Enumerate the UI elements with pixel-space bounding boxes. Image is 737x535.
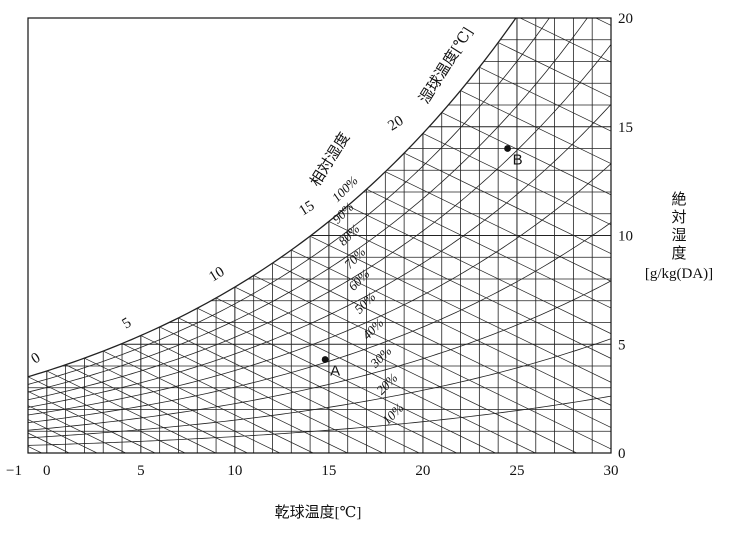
wet-bulb-line [630,0,737,453]
wet-bulb-line [159,326,420,453]
x-tick-label: −1 [6,463,22,479]
x-tick-label: 30 [604,463,619,479]
wet-bulb-line [595,18,611,26]
y-axis-label: 絶 対 湿 度 [g/kg(DA)] [645,191,713,282]
wet-bulb-line [611,0,737,453]
wet-bulb-line [328,221,611,359]
wet-bulb-line [573,0,737,453]
wet-bulb-label: 0 [28,350,43,368]
y-axis-label-line-2: 対 [671,209,686,226]
wet-bulb-line [347,205,611,335]
wet-bulb-line [686,0,737,453]
y-axis-label-line-4: 度 [671,245,686,262]
rh-curve [28,18,550,385]
wet-bulb-line [253,275,611,450]
wet-bulb-line [592,0,737,453]
wet-bulb-line [0,405,15,453]
wet-bulb-line [140,335,383,453]
y-tick-label: 20 [618,11,633,27]
y-axis-label-line-1: 絶 [671,191,686,208]
x-axis-label: 乾球温度[℃] [275,504,362,521]
rh-curve [28,18,517,378]
y-tick-label: 0 [618,446,626,462]
wet-bulb-line [215,297,536,453]
wet-bulb-line [28,432,70,453]
rh-curve [28,163,611,416]
wet-bulb-label: 20 [385,113,406,135]
rh-curve [28,395,611,446]
rh-curve [28,103,611,408]
wet-bulb-line [103,350,314,453]
wet-bulb-label: 10 [206,264,227,286]
rh-curve [28,338,611,439]
chart-grid [0,0,737,453]
wet-bulb-line [28,405,126,453]
x-tick-label: 10 [227,463,242,479]
wet-bulb-line [441,112,611,196]
wet-bulb-line [498,42,611,98]
wet-bulb-line [309,235,611,383]
y-tick-label: 10 [618,229,633,245]
wet-bulb-line [28,390,156,453]
wet-bulb-line [555,0,737,453]
y-tick-label: 5 [618,337,626,353]
y-axis-label-line-3: 湿 [671,227,686,244]
wet-bulb-line [385,171,611,282]
rh-label: 20% [373,370,401,398]
wet-bulb-line [366,188,611,309]
wet-bulb-line [84,357,280,453]
plot-frame [27,17,612,454]
wet-bulb-line [422,133,611,226]
wet-bulb-title: 湿球温度[℃] [416,24,476,107]
wet-bulb-line [649,0,737,453]
wet-bulb-label: 5 [119,315,134,333]
wet-bulb-line [65,364,248,453]
wet-bulb-line [403,152,611,254]
wet-bulb-line [121,343,348,453]
rh-curve [28,18,588,393]
x-tick-label: 5 [137,463,145,479]
chart-labels: 100%90%80%70%60%50%40%30%20%10%相対湿度05101… [28,24,476,427]
y-tick-label: 15 [618,120,633,136]
rh-curve [28,280,611,431]
rh-label: 40% [359,315,387,343]
wet-bulb-line [291,249,611,406]
x-tick-label: 0 [43,463,51,479]
wet-bulb-line [460,90,611,165]
y-axis-label-unit: [g/kg(DA)] [645,266,713,282]
x-tick-label: 15 [321,463,336,479]
wet-bulb-line [28,419,98,453]
wet-bulb-label: 15 [296,198,317,220]
wet-bulb-line [479,66,611,132]
state-points: AB [321,145,523,379]
point-a-marker [321,356,329,363]
wet-bulb-line [178,317,457,453]
point-a-label: A [330,362,340,379]
point-b-marker [504,145,511,152]
rh-curve [28,43,611,401]
x-tick-label: 20 [415,463,430,479]
x-tick-label: 25 [509,463,524,479]
wet-bulb-line [272,262,611,428]
wet-bulb-line [234,286,577,453]
point-b-label: B [513,152,523,169]
wet-bulb-line [667,0,737,453]
rh-curve [28,222,611,424]
